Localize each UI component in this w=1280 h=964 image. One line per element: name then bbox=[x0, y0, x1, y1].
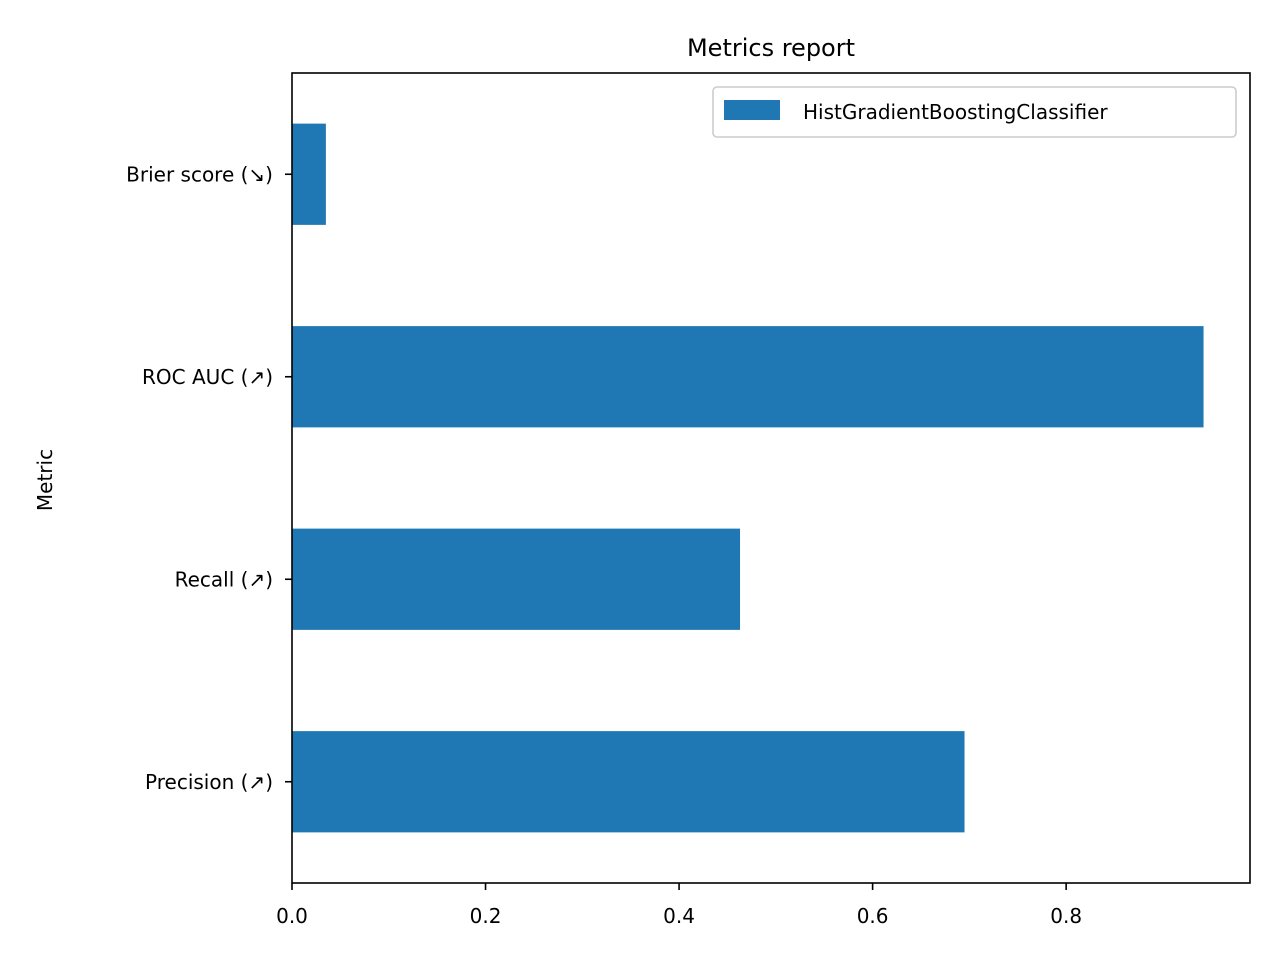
x-tick-label: 0.0 bbox=[276, 904, 308, 928]
y-tick-label: Recall (↗) bbox=[175, 567, 273, 591]
x-tick-label: 0.6 bbox=[857, 904, 889, 928]
bars-layer bbox=[292, 123, 1204, 833]
legend-box bbox=[712, 86, 1237, 138]
plot-frame bbox=[291, 72, 1251, 884]
bar bbox=[292, 123, 326, 225]
y-axis-label: Metric bbox=[33, 449, 57, 511]
bar bbox=[292, 528, 741, 630]
x-tick-label: 0.2 bbox=[470, 904, 502, 928]
legend-swatch bbox=[724, 100, 780, 120]
y-tick-label: Brier score (↘) bbox=[126, 162, 273, 186]
bar bbox=[292, 326, 1204, 428]
x-tick-label: 0.8 bbox=[1050, 904, 1082, 928]
y-tick-label: Precision (↗) bbox=[145, 770, 273, 794]
legend-label: HistGradientBoostingClassifier bbox=[803, 100, 1108, 124]
legend: HistGradientBoostingClassifier bbox=[712, 86, 1237, 138]
y-axis-ticks: Precision (↗) Recall (↗) ROC AUC (↗) Brier … bbox=[126, 162, 292, 794]
y-tick-label: ROC AUC (↗) bbox=[142, 365, 273, 389]
bar bbox=[292, 731, 965, 833]
x-tick-label: 0.4 bbox=[663, 904, 695, 928]
x-axis-ticks: 0.0 0.2 0.4 0.6 0.8 bbox=[276, 883, 1082, 928]
chart-title: Metrics report bbox=[687, 34, 855, 62]
